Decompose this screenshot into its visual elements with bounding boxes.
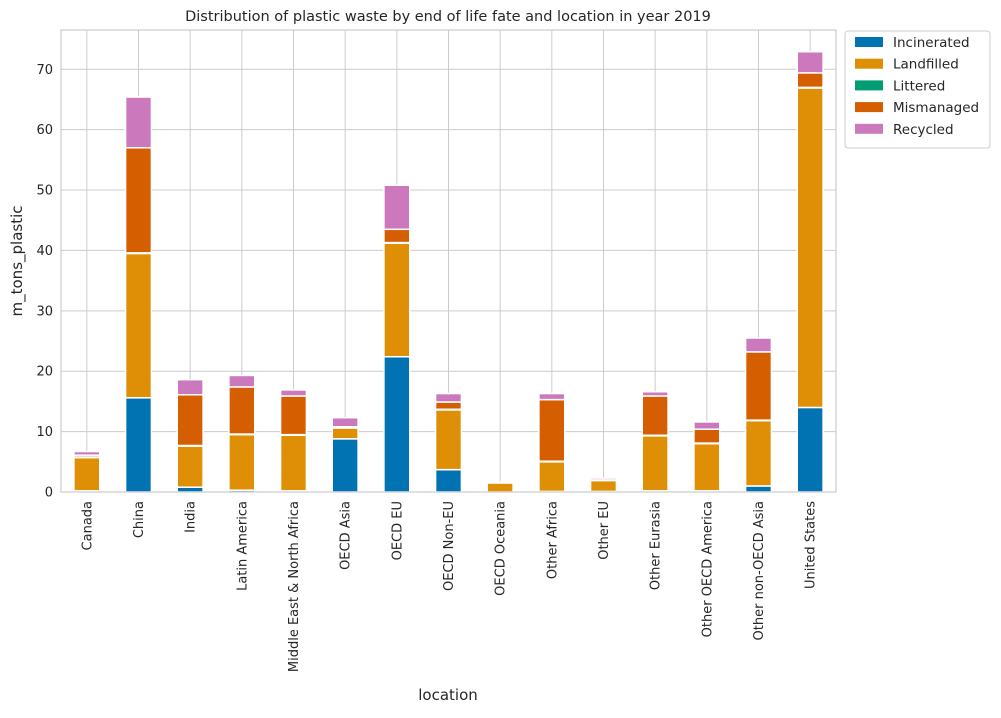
bar-segment-mismanaged [796,72,824,89]
bar-segment-landfilled [486,482,514,493]
x-axis-label: location [418,686,478,704]
bar-segment-recycled [641,390,669,397]
x-tick-label: OECD Asia [339,501,354,570]
bar-segment-recycled [124,96,153,149]
bar-segment-landfilled [693,442,721,492]
bar-segment-recycled [693,421,721,430]
bar-segment-recycled [228,374,256,388]
x-tick-label: United States [804,501,819,589]
y-tick-label: 0 [45,486,53,501]
bar-segment-landfilled [434,409,463,471]
bar-segment-incinerated [124,397,153,493]
y-tick-label: 40 [36,244,53,259]
bar-segment-landfilled [538,461,566,493]
bar-segment-recycled [383,184,411,231]
bar-segment-mismanaged [176,394,204,447]
bar-segment-incinerated [383,355,411,493]
bar-segment-landfilled [744,419,773,487]
bar-segment-landfilled [331,427,359,440]
y-tick-label: 70 [36,63,53,78]
bar-segment-recycled [486,480,514,484]
bar-segment-landfilled [589,479,618,493]
x-tick-label: Latin America [235,501,250,591]
bar-segment-recycled [744,337,773,353]
bar-segment-recycled [176,378,204,396]
bar-segment-landfilled [228,433,256,491]
legend-swatch-incinerated [855,37,883,47]
x-tick-label: Middle East & North Africa [287,501,302,672]
x-tick-label: China [132,501,147,538]
bar-segment-recycled [331,416,359,428]
x-tick-label: Other Africa [545,501,560,579]
bar-segment-recycled [589,477,618,481]
bar-segment-mismanaged [744,351,773,421]
bar-segment-recycled [279,389,308,397]
x-axis-ticks: Canada China India Latin America Middle East… [80,501,818,672]
bar-segment-landfilled [796,87,824,409]
bar-segment-landfilled [176,445,204,488]
legend-swatch-landfilled [855,58,883,69]
bar-segment-incinerated [744,485,773,493]
bar-segment-mismanaged [693,428,721,444]
bar-segment-mismanaged [434,401,463,411]
plot-frame [60,29,837,493]
x-tick-label: Other non-OECD Asia [752,501,767,640]
bar-segment-mismanaged [279,395,308,436]
y-tick-label: 20 [36,365,53,380]
bar-segment-incinerated [434,468,463,493]
y-axis-label: m_tons_plastic [8,206,27,317]
x-tick-label: OECD Non-EU [442,501,457,591]
y-tick-label: 60 [36,123,53,138]
x-tick-label: OECD Oceania [494,501,509,596]
x-tick-label: Canada [80,501,95,550]
y-tick-label: 50 [36,184,53,199]
bar-segment-recycled [796,50,824,74]
bar-segment-incinerated [796,406,824,493]
bar-segment-mismanaged [124,147,153,254]
bar-segment-mismanaged [538,398,566,462]
bar-segment-landfilled [383,242,411,358]
legend-label: Littered [893,78,945,94]
chart-title: Distribution of plastic waste by end of … [185,9,711,25]
bar-segment-landfilled [279,434,308,492]
x-tick-label: OECD EU [390,501,405,560]
bar-segment-landfilled [641,435,669,492]
legend-label: Recycled [893,122,954,138]
bar-segment-mismanaged [641,395,669,436]
legend-swatch-littered [855,80,883,91]
bar-segment-incinerated [331,438,359,493]
x-tick-label: Other EU [597,501,612,560]
legend-label: Mismanaged [893,100,979,116]
y-tick-label: 10 [36,425,53,440]
y-tick-label: 30 [36,304,53,319]
y-axis-ticks: 0 10 20 30 40 50 60 70 [36,63,53,501]
legend-label: Landfilled [893,57,959,73]
bar-segment-landfilled [124,252,153,399]
legend: Incinerated Landfilled Littered Mismanaged R… [844,30,991,149]
bar-segment-mismanaged [228,386,256,435]
bar-segment-mismanaged [383,228,411,244]
x-tick-label: Other Eurasia [649,501,664,590]
x-tick-label: India [184,501,199,533]
legend-swatch-recycled [855,123,883,134]
bar-segment-recycled [538,392,566,401]
bar-segment-landfilled [73,456,101,492]
bar-segment-recycled [434,392,463,403]
x-tick-label: Other OECD America [700,501,715,637]
legend-label: Incinerated [893,35,970,51]
legend-swatch-mismanaged [855,102,883,113]
bar-segment-recycled [73,450,101,456]
